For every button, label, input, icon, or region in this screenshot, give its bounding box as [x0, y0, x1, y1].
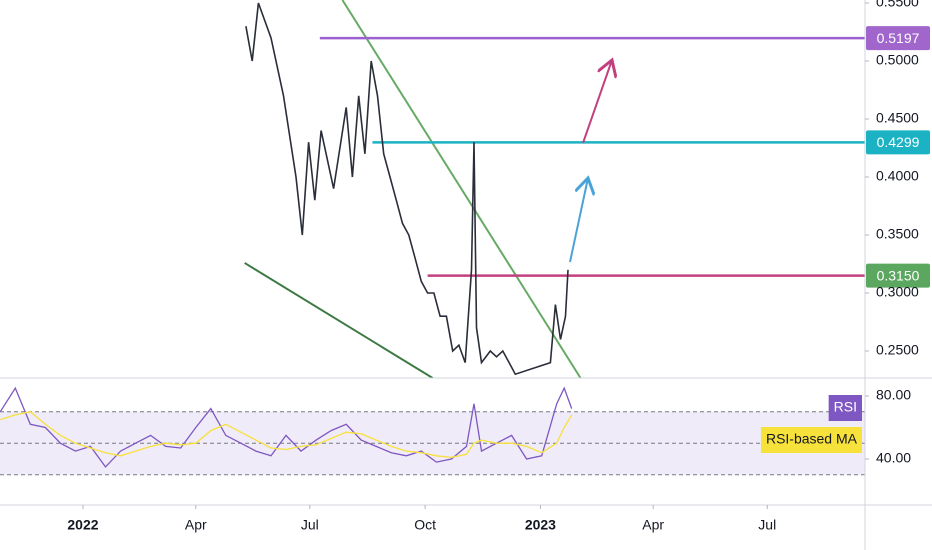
x-tick-label: 2022 [67, 517, 98, 533]
y-tick-label: 80.00 [876, 387, 911, 403]
level-tag-label: 0.4299 [877, 134, 920, 150]
legend-label: RSI [834, 399, 857, 415]
overlay: 0.5197 0.4299 0.3150 0.5500 0.5000 0.4500 0.40… [67, 0, 930, 533]
arrow [582, 60, 612, 144]
x-tick-label: Apr [642, 517, 664, 533]
level-tag [866, 26, 930, 51]
legend-tag [828, 395, 862, 421]
x-tick-label: 2023 [525, 517, 556, 533]
y-tick-label: 0.5000 [876, 52, 919, 68]
y-tick-label: 40.00 [876, 450, 911, 466]
series-line [245, 2, 569, 376]
x-tick-label: Jul [301, 517, 319, 533]
y-tick-label: 0.2500 [876, 342, 919, 358]
y-tick-label: 0.4000 [876, 168, 919, 184]
level-tag [866, 263, 930, 288]
series-line [0, 386, 573, 468]
y-tick-label: 0.4500 [876, 110, 919, 126]
x-tick-label: Oct [414, 517, 436, 533]
arrow [569, 178, 588, 263]
y-tick-label: 0.3000 [876, 284, 919, 300]
level-tag [866, 130, 930, 155]
rsi-band [0, 411, 865, 475]
price-pane [244, 0, 865, 378]
legend-label: RSI-based MA [766, 431, 858, 447]
x-tick-label: Apr [185, 517, 207, 533]
series-line [0, 410, 573, 459]
rsi-pane [0, 386, 865, 476]
trend-line [244, 262, 434, 378]
level-tag-label: 0.3150 [877, 267, 920, 283]
x-tick-label: Jul [758, 517, 776, 533]
y-tick-label: 0.5500 [876, 0, 919, 10]
trend-line [341, 0, 582, 378]
y-tick-label: 0.3500 [876, 226, 919, 242]
legend-tag [760, 427, 862, 453]
level-tag-label: 0.5197 [877, 30, 920, 46]
